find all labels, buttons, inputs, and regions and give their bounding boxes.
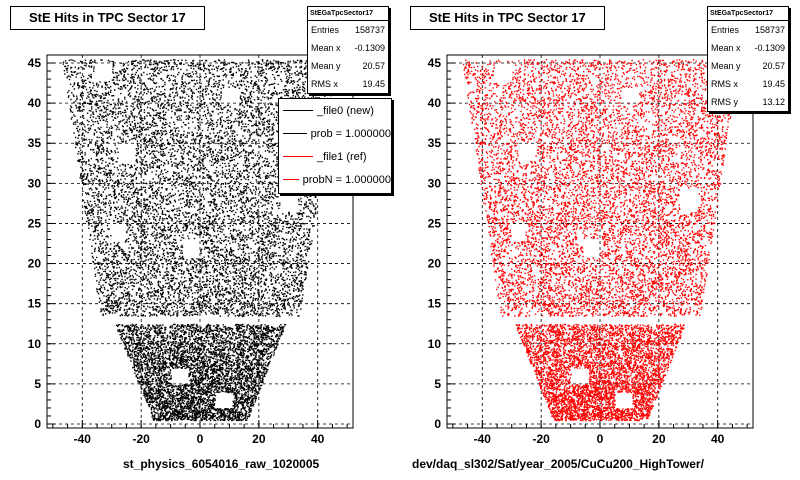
data-point-cloud [515,323,685,422]
left-stats-value: 19.45 [362,79,385,89]
data-points [62,59,339,422]
right-stats-row: Mean y 20.57 [708,57,788,75]
x-tick-label: 0 [597,432,604,446]
y-tick-label: 35 [28,136,42,150]
right-stats-box[interactable]: StEGaTpcSector17 Entries 158737 Mean x -… [707,6,789,112]
right-caption: dev/daq_sl302/Sat/year_2005/CuCu200_High… [412,457,704,471]
x-tick-label: -20 [132,432,150,446]
left-caption: st_physics_6054016_raw_1020005 [123,457,320,471]
x-tick-label: -40 [474,432,492,446]
left-stats-value: 158737 [354,25,385,35]
right-stats-value: 158737 [754,25,785,35]
x-tick-label: 20 [252,432,266,446]
left-panel: -40 -20 0 20 40 0 5 10 15 20 25 30 35 40 45 StE Hits i… [10,6,392,471]
left-stats-label: Mean y [311,61,341,71]
data-point-cloud [62,59,339,318]
y-tick-label: 20 [28,257,42,271]
right-stats-label: RMS y [711,97,738,107]
data-points [462,59,739,422]
x-tick-label: 0 [197,432,204,446]
right-stats-value: -0.1309 [754,43,785,53]
left-stats-row: Mean y 20.57 [308,57,388,75]
x-tick-label: -20 [532,432,550,446]
left-stats-value: 20.57 [362,61,385,71]
right-panel: -40 -20 0 20 40 0 5 10 15 20 25 30 35 40 45 StE Hits i… [400,0,800,480]
y-tick-label: 35 [428,136,442,150]
y-tick-label: 45 [28,56,42,70]
left-stats-label: RMS x [311,79,338,89]
right-stats-value: 19.45 [762,79,785,89]
legend-entry: prob = 1.000000 [279,122,391,145]
left-stats-row: RMS x 19.45 [308,75,388,93]
right-stats-row: Mean x -0.1309 [708,39,788,57]
left-stats-value: -0.1309 [354,43,385,53]
legend-line [283,110,313,111]
left-stats-box[interactable]: StEGaTpcSector17 Entries 158737 Mean x -… [307,6,389,94]
right-scatter-plot: -40 -20 0 20 40 0 5 10 15 20 25 30 35 40 45 [428,54,754,446]
x-tick-label: -40 [74,432,92,446]
y-tick-label: 10 [28,337,42,351]
y-tick-label: 15 [428,297,442,311]
x-tick-label: 40 [311,432,325,446]
left-legend[interactable]: _file0 (new) prob = 1.000000 _file1 (ref… [278,98,392,194]
legend-line [283,133,307,134]
y-tick-label: 15 [28,297,42,311]
legend-label: _file1 (ref) [317,150,367,163]
right-plot-title: StE Hits in TPC Sector 17 [410,6,605,30]
right-stats-title: StEGaTpcSector17 [708,7,788,21]
y-tick-label: 25 [28,216,42,230]
left-stats-title: StEGaTpcSector17 [308,7,388,21]
legend-label: probN = 1.000000 [302,173,391,186]
left-stats-row: Entries 158737 [308,21,388,39]
right-stats-value: 13.12 [762,97,785,107]
left-stats-label: Mean x [311,43,341,53]
right-stats-label: Mean x [711,43,741,53]
legend-entry: probN = 1.000000 [279,168,391,191]
y-tick-label: 30 [428,176,442,190]
data-point-cloud [462,59,739,317]
y-tick-label: 40 [428,96,442,110]
left-plot-title: StE Hits in TPC Sector 17 [10,6,205,30]
y-tick-label: 5 [434,377,441,391]
y-tick-label: 5 [34,377,41,391]
left-stats-row: Mean x -0.1309 [308,39,388,57]
legend-label: prob = 1.000000 [310,127,391,140]
left-stats-label: Entries [311,25,340,35]
y-tick-label: 0 [434,417,441,431]
right-stats-value: 20.57 [762,61,785,71]
y-tick-label: 25 [428,216,442,230]
y-tick-label: 45 [428,56,442,70]
y-tick-label: 20 [428,257,442,271]
right-stats-row: RMS y 13.12 [708,93,788,111]
x-tick-label: 40 [711,432,725,446]
y-tick-label: 10 [428,337,442,351]
legend-entry: _file0 (new) [279,99,391,122]
legend-label: _file0 (new) [317,104,374,117]
y-tick-label: 40 [28,96,42,110]
data-point-cloud [115,323,287,422]
legend-entry: _file1 (ref) [279,145,391,168]
x-tick-label: 20 [652,432,666,446]
right-stats-row: Entries 158737 [708,21,788,39]
right-stats-label: Mean y [711,61,741,71]
legend-line [283,156,313,157]
right-stats-row: RMS x 19.45 [708,75,788,93]
legend-line [283,179,299,180]
right-stats-label: Entries [711,25,740,35]
y-tick-label: 0 [34,417,41,431]
y-tick-label: 30 [28,176,42,190]
right-stats-label: RMS x [711,79,738,89]
